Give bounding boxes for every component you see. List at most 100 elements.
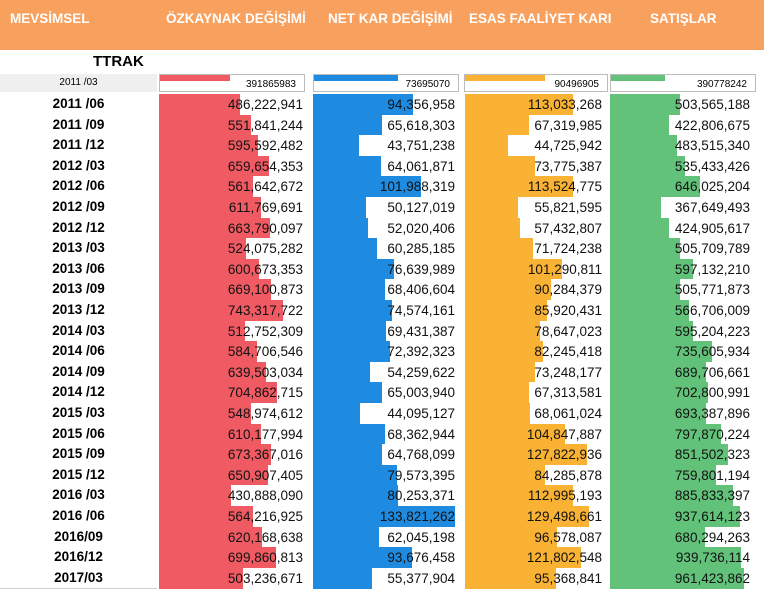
equity-cell: 639,503,034	[159, 361, 309, 383]
equity-bar	[159, 238, 247, 260]
equity-bar	[159, 423, 261, 445]
net-bar	[313, 361, 371, 383]
sales-value: 735,605,934	[674, 344, 750, 360]
equity-value: 611,769,691	[228, 200, 303, 215]
base-sales-cell: 390778242	[610, 74, 756, 92]
net-bar	[313, 197, 366, 218]
net-cell: 80,253,371	[313, 485, 461, 507]
equity-value: 639,503,034	[227, 364, 303, 380]
operating-bar	[465, 300, 547, 321]
operating-cell: 85,920,431	[465, 300, 608, 321]
sales-value: 797,870,224	[674, 426, 750, 442]
net-bar	[313, 485, 398, 507]
operating-cell: 68,061,024	[465, 403, 608, 424]
operating-value: 121,802,548	[526, 550, 602, 566]
equity-value: 561,642,672	[227, 179, 303, 195]
base-equity-value: 391865983	[245, 79, 296, 90]
net-value: 76,639,989	[387, 261, 455, 277]
equity-cell: 548,974,612	[159, 403, 309, 424]
net-value: 44,095,127	[387, 406, 455, 421]
equity-value: 486,222,941	[227, 97, 303, 112]
table-row: 2013 /06 600,673,353 76,639,989 101,290,811…	[0, 257, 764, 281]
table-row: 2013 /03 524,075,282 60,285,185 71,724,238 5…	[0, 237, 764, 260]
operating-value: 82,245,418	[534, 344, 602, 360]
table-row: 2014 /06 584,706,546 72,392,323 82,245,418 7…	[0, 340, 764, 363]
base-operating-bar	[465, 75, 545, 81]
operating-cell: 96,578,087	[465, 526, 608, 548]
operating-bar	[465, 176, 574, 198]
operating-value: 71,724,238	[534, 241, 602, 257]
equity-bar	[159, 526, 263, 548]
equity-cell: 512,752,309	[159, 320, 309, 342]
operating-bar	[465, 217, 520, 239]
equity-cell: 595,592,482	[159, 135, 309, 157]
base-net-cell: 73695070	[313, 74, 459, 92]
table-row: 2014 /09 639,503,034 54,259,622 73,248,177 6…	[0, 360, 764, 384]
equity-value: 659,654,353	[227, 158, 303, 174]
header-operating-profit: ESAS FAALİYET KARI	[469, 11, 612, 26]
net-cell: 64,061,871	[313, 155, 461, 177]
equity-value: 600,673,353	[227, 261, 303, 277]
ticker-title: TTRAK	[93, 53, 144, 70]
operating-cell: 121,802,548	[465, 547, 608, 569]
operating-value: 90,284,379	[534, 282, 602, 298]
table-row: 2012 /06 561,642,672 101,988,319 113,524,77…	[0, 175, 764, 198]
operating-bar	[465, 485, 573, 507]
row-period-label: 2016/12	[0, 546, 157, 569]
row-period-label: 2011 /09	[0, 113, 157, 136]
header-bar: MEVSİMSEL ÖZKAYNAK DEĞİŞİMİ NET KAR DEĞİ…	[0, 0, 764, 50]
net-cell: 72,392,323	[313, 341, 461, 363]
equity-bar	[159, 176, 253, 198]
row-period-label: 2013 /12	[0, 299, 157, 321]
net-bar	[313, 94, 413, 115]
row-period-label: 2011 /12	[0, 134, 157, 157]
operating-cell: 67,319,985	[465, 114, 608, 136]
operating-value: 73,248,177	[534, 364, 602, 380]
sales-value: 483,515,340	[674, 138, 750, 154]
sales-cell: 424,905,617	[610, 217, 756, 239]
net-bar	[313, 382, 382, 404]
table-row: 2016/09 620,168,638 62,045,198 96,578,087 68…	[0, 525, 764, 549]
net-cell: 74,574,161	[313, 300, 461, 321]
operating-cell: 113,033,268	[465, 94, 608, 115]
table-row: 2013 /12 743,317,722 74,574,161 85,920,431 5…	[0, 299, 764, 322]
net-bar	[313, 135, 360, 157]
sales-cell: 939,736,114	[610, 547, 756, 569]
net-bar	[313, 279, 386, 301]
net-value: 62,045,198	[387, 529, 455, 545]
equity-cell: 600,673,353	[159, 258, 309, 280]
sales-bar	[610, 403, 707, 424]
sales-bar	[610, 176, 700, 198]
net-bar	[313, 444, 382, 466]
operating-bar	[465, 320, 540, 342]
sales-bar	[610, 506, 741, 527]
net-bar	[313, 258, 394, 280]
sales-value: 595,204,223	[674, 323, 750, 339]
operating-bar	[465, 382, 530, 404]
net-value: 80,253,371	[387, 488, 455, 504]
sales-bar	[610, 485, 734, 507]
header-net-profit: NET KAR DEĞİŞİMİ	[328, 11, 453, 26]
table-row: 2014 /03 512,752,309 69,431,387 78,647,023 5…	[0, 319, 764, 343]
equity-bar	[159, 217, 270, 239]
equity-cell: 611,769,691	[159, 197, 309, 218]
row-period-label: 2013 /03	[0, 237, 157, 260]
equity-bar	[159, 506, 253, 527]
row-period-label: 2016 /06	[0, 505, 157, 527]
net-cell: 65,003,940	[313, 382, 461, 404]
net-value: 79,573,395	[387, 467, 455, 483]
net-bar	[313, 300, 392, 321]
sales-bar	[610, 238, 681, 260]
sales-cell: 535,433,426	[610, 155, 756, 177]
net-cell: 52,020,406	[313, 217, 461, 239]
operating-bar	[465, 567, 556, 589]
sales-value: 939,736,114	[675, 550, 750, 566]
net-bar	[313, 464, 398, 486]
equity-cell: 430,888,090	[159, 485, 309, 507]
row-period-label: 2014 /06	[0, 340, 157, 363]
operating-cell: 113,524,775	[465, 176, 608, 198]
operating-cell: 127,822,936	[465, 444, 608, 466]
equity-value: 503,236,671	[227, 570, 303, 586]
table-row: 2016 /03 430,888,090 80,253,371 112,995,193…	[0, 484, 764, 507]
operating-value: 73,775,387	[534, 158, 602, 174]
